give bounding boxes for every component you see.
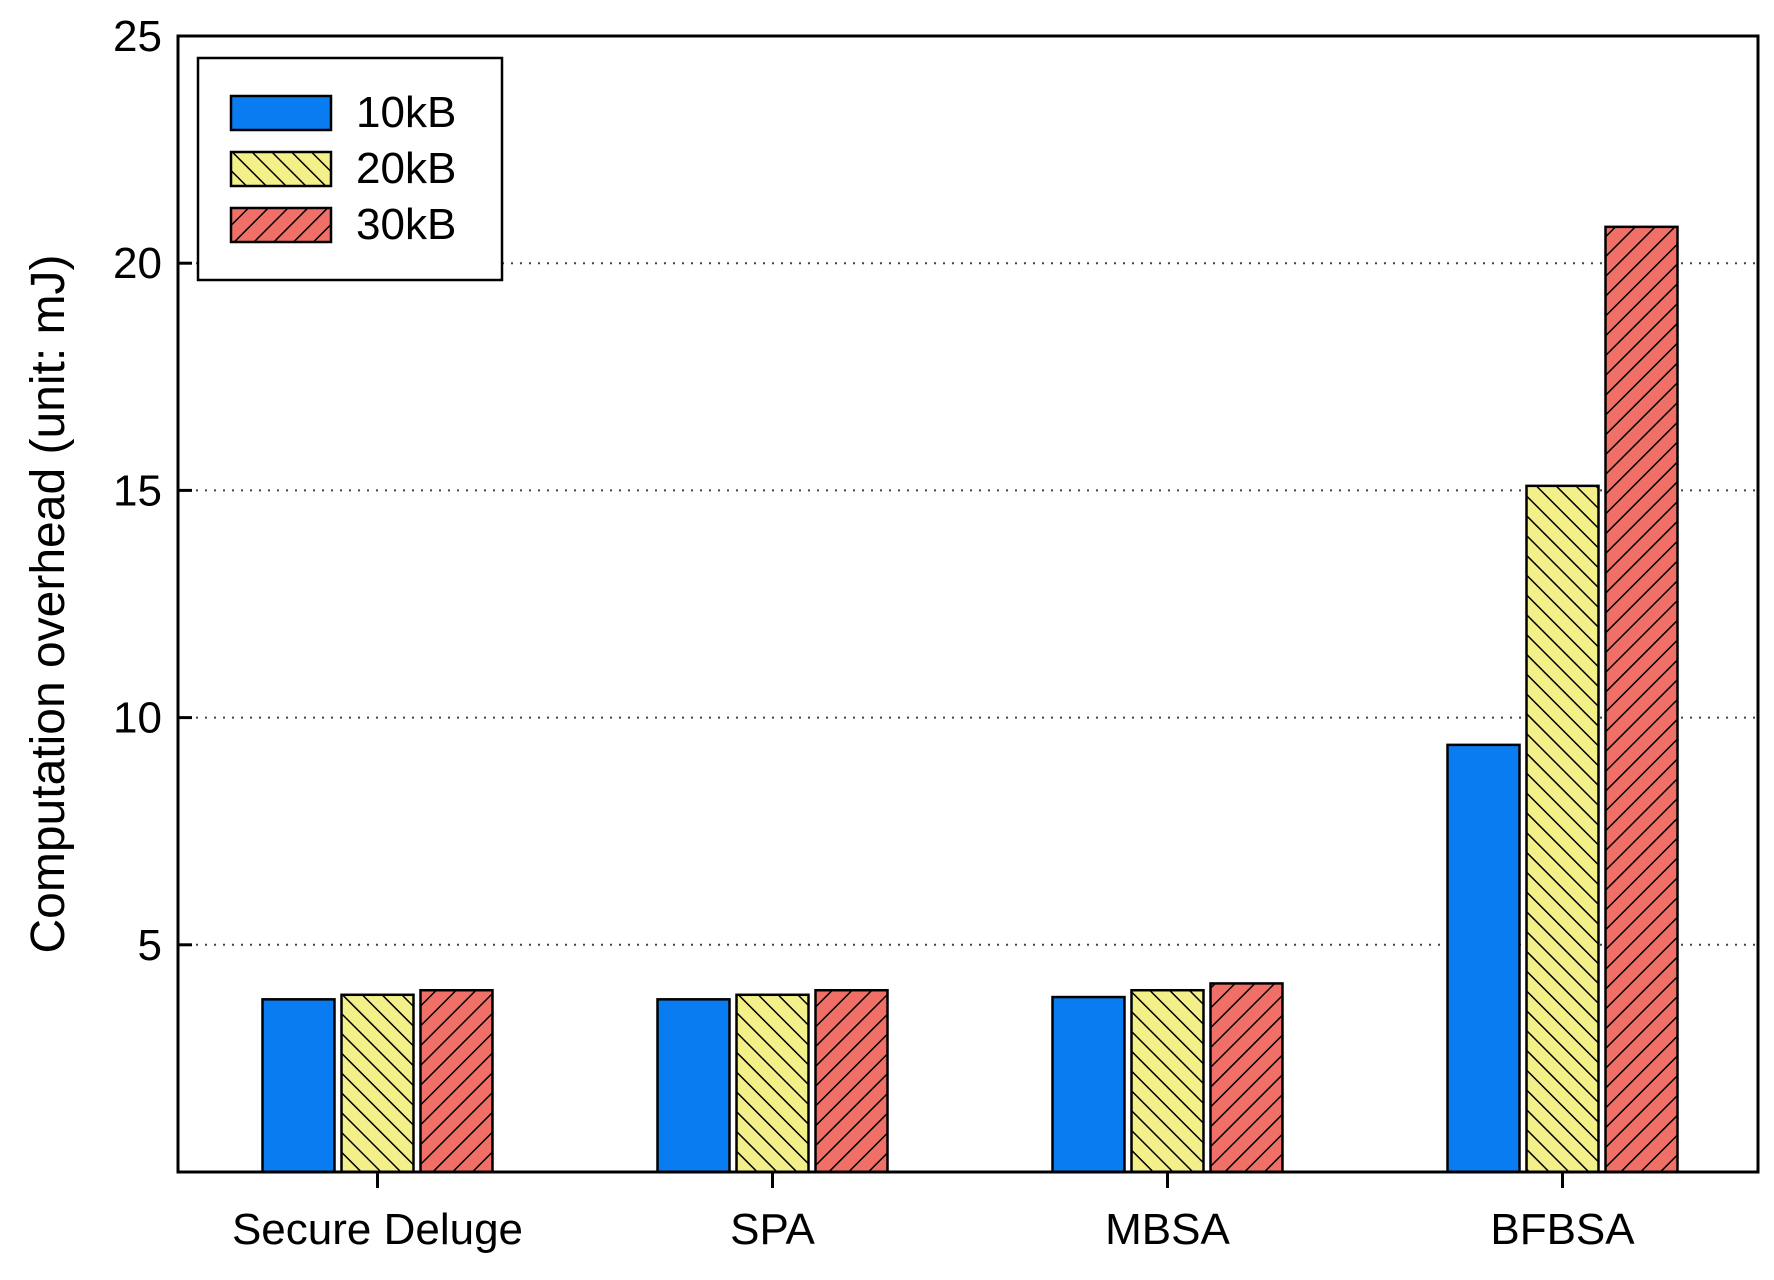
legend-label-10kB: 10kB bbox=[356, 88, 456, 137]
x-tick-label: SPA bbox=[730, 1205, 815, 1254]
bar-10kB-spa bbox=[656, 998, 731, 1174]
bar-20kB-spa bbox=[735, 993, 810, 1174]
bar-10kB-mbsa bbox=[1051, 995, 1126, 1174]
bar-20kB-mbsa bbox=[1130, 988, 1205, 1174]
x-tick-label: Secure Deluge bbox=[232, 1205, 523, 1254]
x-tick-label: BFBSA bbox=[1490, 1205, 1635, 1254]
bar-30kB-mbsa bbox=[1209, 982, 1284, 1174]
plot-area-frame bbox=[176, 34, 1760, 1174]
bar-20kB-secure-deluge bbox=[340, 993, 415, 1174]
grid-lines bbox=[178, 262, 1758, 946]
bar-20kB-bfbsa bbox=[1525, 484, 1600, 1174]
y-tick-label: 10 bbox=[113, 694, 162, 743]
bar-30kB-secure-deluge bbox=[419, 988, 494, 1174]
bar-10kB-bfbsa bbox=[1446, 743, 1521, 1174]
x-axis: Secure Deluge SPA MBSA BFBSA bbox=[232, 1172, 1635, 1254]
y-axis: 5 10 15 20 25 bbox=[113, 12, 192, 970]
legend-label-30kB: 30kB bbox=[356, 200, 456, 249]
legend-swatch-20kB bbox=[229, 150, 333, 188]
y-tick-label: 20 bbox=[113, 239, 162, 288]
y-tick-label: 25 bbox=[113, 12, 162, 61]
legend-swatch-10kB bbox=[229, 94, 333, 132]
x-tick-label: MBSA bbox=[1105, 1205, 1230, 1254]
bars bbox=[261, 225, 1679, 1174]
bar-30kB-spa bbox=[814, 988, 889, 1174]
legend: 10kB 20kB 30kB bbox=[196, 56, 504, 282]
y-tick-label: 15 bbox=[113, 466, 162, 515]
y-axis-title: Computation overhead (unit: mJ) bbox=[22, 255, 75, 954]
legend-swatch-30kB bbox=[229, 206, 333, 244]
bar-10kB-secure-deluge bbox=[261, 998, 336, 1174]
legend-label-20kB: 20kB bbox=[356, 144, 456, 193]
y-tick-label: 5 bbox=[138, 921, 162, 970]
bar-30kB-bfbsa bbox=[1604, 225, 1679, 1174]
